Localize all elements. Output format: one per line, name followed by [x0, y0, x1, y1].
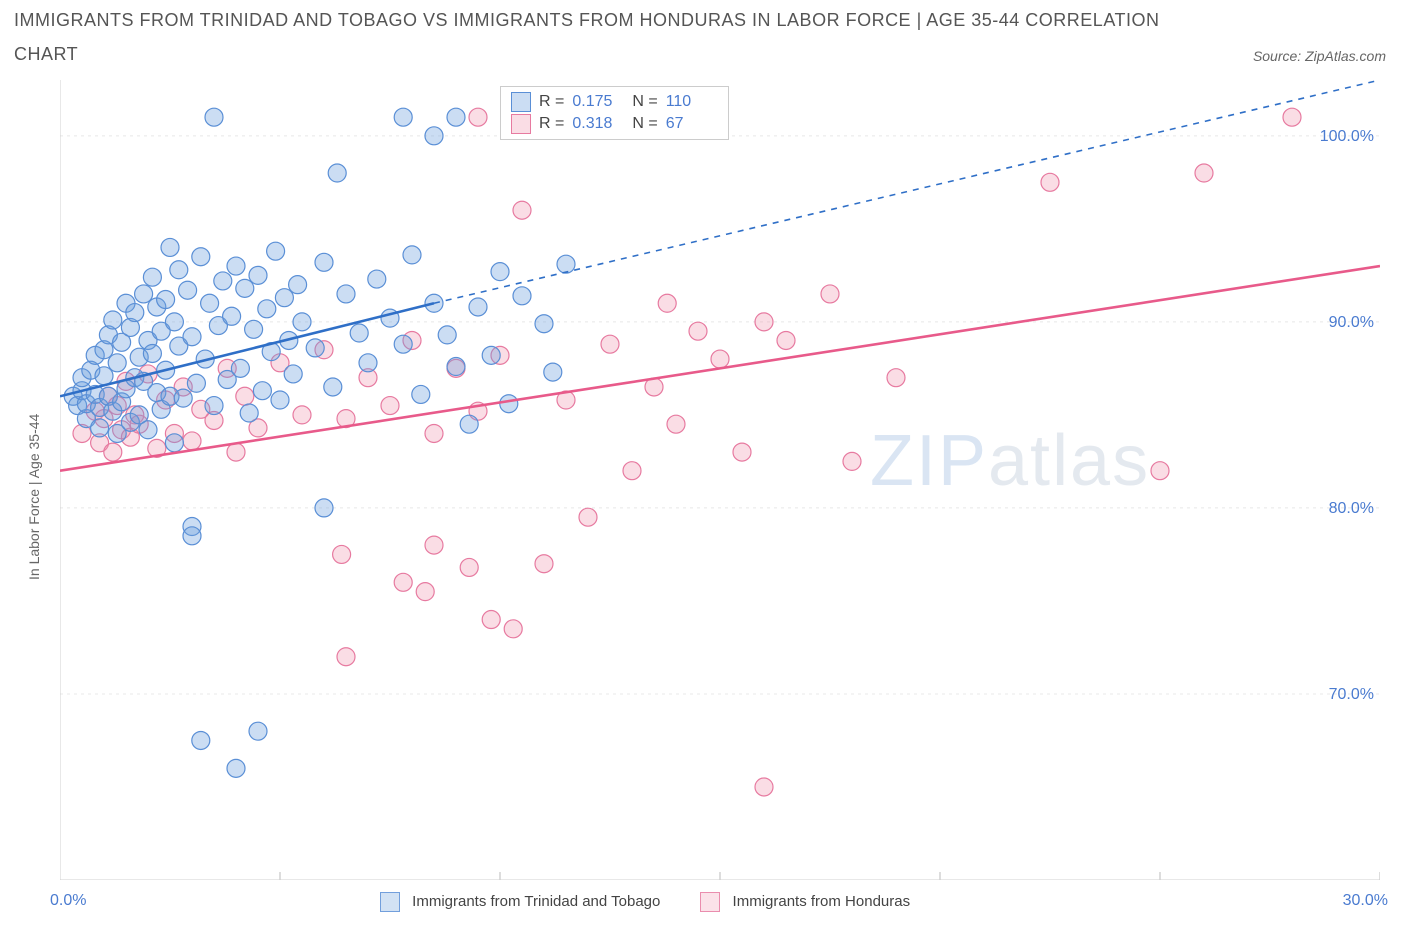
- stats-swatch-honduras: [511, 114, 531, 134]
- chart-title-line2: CHART: [14, 44, 78, 65]
- svg-text:80.0%: 80.0%: [1329, 500, 1374, 517]
- stats-legend-box: R = 0.175 N = 110 R = 0.318 N = 67: [500, 86, 729, 140]
- r-value-honduras: 0.318: [572, 115, 624, 133]
- r-label-2: R =: [539, 115, 564, 133]
- y-axis-label: In Labor Force | Age 35-44: [26, 414, 42, 580]
- stats-row-honduras: R = 0.318 N = 67: [511, 113, 718, 135]
- legend-label-trinidad: Immigrants from Trinidad and Tobago: [412, 893, 660, 910]
- chart-title-line1: IMMIGRANTS FROM TRINIDAD AND TOBAGO VS I…: [14, 10, 1159, 31]
- source-label: Source: ZipAtlas.com: [1253, 48, 1386, 64]
- x-tick-30: 30.0%: [1343, 892, 1388, 910]
- legend-swatch-honduras: [700, 892, 720, 912]
- r-value-trinidad: 0.175: [572, 93, 624, 111]
- legend-swatch-trinidad: [380, 892, 400, 912]
- n-value-trinidad: 110: [666, 93, 718, 111]
- n-value-honduras: 67: [666, 115, 718, 133]
- x-tick-0: 0.0%: [50, 892, 86, 910]
- r-label: R =: [539, 93, 564, 111]
- n-label: N =: [632, 93, 657, 111]
- stats-swatch-trinidad: [511, 92, 531, 112]
- n-label-2: N =: [632, 115, 657, 133]
- svg-text:100.0%: 100.0%: [1320, 128, 1374, 145]
- stats-row-trinidad: R = 0.175 N = 110: [511, 91, 718, 113]
- scatter-plot: 70.0% 80.0% 90.0% 100.0%: [60, 80, 1380, 880]
- legend-item-honduras: Immigrants from Honduras: [700, 892, 910, 912]
- legend-label-honduras: Immigrants from Honduras: [733, 893, 911, 910]
- legend-item-trinidad: Immigrants from Trinidad and Tobago: [380, 892, 660, 912]
- bottom-legend: Immigrants from Trinidad and Tobago Immi…: [380, 892, 910, 912]
- svg-text:90.0%: 90.0%: [1329, 314, 1374, 331]
- svg-text:70.0%: 70.0%: [1329, 686, 1374, 703]
